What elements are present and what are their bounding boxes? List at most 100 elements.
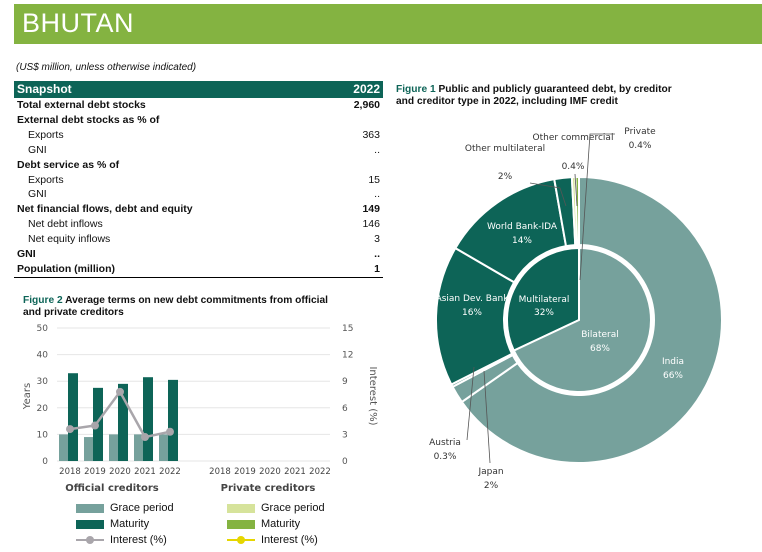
snapshot-row-label: External debt stocks as % of: [17, 113, 160, 126]
leader-other-multilateral: [529, 182, 567, 207]
inner-value-multilateral: 32%: [534, 308, 554, 318]
outer-value-asian-dev-bank: 16%: [462, 308, 482, 318]
outer-label-asian-dev-bank-line1: Asian Dev. Bank: [436, 294, 510, 304]
inner-label-bilateral: Bilateral: [581, 330, 618, 340]
snapshot-row-label: GNI: [28, 143, 47, 156]
group-label-official: Official creditors: [65, 483, 158, 494]
figure2-label: Figure 2: [23, 295, 63, 306]
snapshot-row-value: 363: [362, 128, 380, 141]
outer-value-japan: 2%: [484, 481, 499, 491]
interest-point: [66, 425, 74, 434]
snapshot-row-label: Total external debt stocks: [17, 99, 146, 111]
country-banner: BHUTAN: [14, 4, 762, 44]
snapshot-row: Total external debt stocks 2,960: [14, 98, 383, 113]
snapshot-row: Net financial flows, debt and equity 149: [14, 202, 383, 217]
snapshot-row-label: Population (million): [14, 261, 327, 278]
legend-private-maturity: Maturity: [227, 518, 300, 530]
outer-value-other-multilateral: 2%: [498, 172, 513, 182]
outer-value-other-commercial: 0.4%: [562, 162, 585, 172]
x-tick-label-private: 2022: [309, 467, 331, 477]
outer-value-world-bank-ida: 14%: [512, 236, 532, 246]
x-tick-label-official: 2018: [59, 467, 81, 477]
interest-point: [141, 433, 149, 442]
snapshot-row-label: Debt service as % of: [17, 158, 120, 171]
legend-official-maturity: Maturity: [76, 518, 149, 530]
snapshot-row: GNI..: [14, 247, 383, 262]
grace-period-bar: [159, 434, 169, 461]
outer-label-austria: Austria: [429, 438, 461, 448]
leader-austria: [466, 366, 475, 441]
snapshot-row: Exports 363: [14, 128, 383, 143]
snapshot-row-value: ..: [374, 248, 380, 261]
snapshot-row-value: 146: [362, 218, 380, 231]
leader-japan: [483, 370, 491, 464]
legend-official-maturity-swatch: [76, 519, 104, 529]
y2-tick-label: 3: [342, 430, 348, 440]
figure1-title: Figure 1 Public and publicly guaranteed …: [396, 84, 672, 108]
y-tick-label: 0: [42, 457, 48, 467]
figure1-title-line1: Public and publicly guaranteed debt, by …: [435, 84, 672, 95]
snapshot-row-label: GNI: [17, 248, 36, 261]
grace-period-bar: [59, 434, 69, 461]
outer-value-austria: 0.3%: [434, 452, 457, 462]
y2-tick-label: 0: [342, 457, 348, 467]
x-tick-label-official: 2019: [84, 467, 106, 477]
units-note: (US$ million, unless otherwise indicated…: [16, 62, 197, 73]
outer-label-other-commercial: Other commercial: [533, 133, 614, 143]
x-tick-label-private: 2020: [259, 467, 281, 477]
maturity-bar: [68, 373, 78, 461]
x-tick-label-private: 2021: [284, 467, 306, 477]
legend-official-interest: Interest (%): [76, 534, 167, 546]
inner-label-multilateral: Multilateral: [519, 295, 570, 305]
leader-private: [579, 133, 615, 281]
snapshot-row: External debt stocks as % of: [14, 113, 383, 128]
figure2-title-line1: Average terms on new debt commitments fr…: [62, 295, 328, 306]
snapshot-row: Exports 15: [14, 173, 383, 188]
snapshot-row-value: 1: [326, 261, 383, 278]
y2-tick-label: 6: [342, 404, 348, 414]
y-tick-label: 20: [37, 404, 49, 414]
legend-official-grace-swatch: [76, 503, 104, 513]
x-tick-label-private: 2019: [234, 467, 256, 477]
legend-official-grace-label: Grace period: [110, 502, 174, 514]
snapshot-row-label: Exports: [28, 128, 64, 141]
legend-official-interest-swatch: [76, 535, 104, 545]
snapshot-row-label: Net financial flows, debt and equity: [17, 203, 193, 216]
legend-official-maturity-label: Maturity: [110, 518, 150, 530]
inner-value-bilateral: 68%: [590, 344, 610, 354]
x-tick-label-official: 2020: [109, 467, 131, 477]
outer-label-japan: Japan: [477, 467, 503, 477]
grace-period-bar: [84, 437, 94, 461]
y2-axis-label: Interest (%): [367, 366, 378, 425]
legend-private-grace: Grace period: [227, 502, 325, 514]
group-label-private: Private creditors: [221, 483, 316, 494]
donut-slice-india: [460, 175, 723, 464]
legend-private-maturity-swatch: [227, 519, 255, 529]
x-tick-label-official: 2022: [159, 467, 181, 477]
legend-official-interest-label: Interest (%): [110, 534, 167, 546]
figure1-title-line2: and creditor type in 2022, including IMF…: [396, 96, 618, 107]
snapshot-table: Snapshot 2022 Total external debt stocks…: [14, 81, 383, 278]
y2-tick-label: 12: [342, 351, 353, 361]
snapshot-year: 2022: [326, 81, 383, 98]
outer-value-india: 66%: [663, 371, 683, 381]
snapshot-row-value: 149: [362, 203, 380, 216]
legend-private-grace-swatch: [227, 503, 255, 513]
donut-inner-slice-bilateral: [512, 246, 652, 393]
outer-label-other-multilateral: Other multilateral: [465, 144, 545, 154]
outer-label-india: India: [662, 357, 684, 367]
figure2-title: Figure 2 Average terms on new debt commi…: [23, 295, 328, 319]
interest-point: [116, 387, 124, 396]
outer-label-private: Private: [624, 127, 656, 137]
snapshot-row-value: 3: [374, 233, 380, 246]
interest-point: [91, 421, 99, 430]
snapshot-title: Snapshot: [14, 81, 327, 98]
snapshot-row-value: 15: [368, 173, 380, 186]
snapshot-row-label: Net debt inflows: [28, 218, 103, 231]
y2-tick-label: 15: [342, 324, 353, 334]
legend-private-interest-swatch: [227, 535, 255, 545]
snapshot-row-value: ..: [374, 188, 380, 201]
snapshot-header: Snapshot 2022: [14, 81, 383, 98]
maturity-bar: [118, 383, 128, 461]
